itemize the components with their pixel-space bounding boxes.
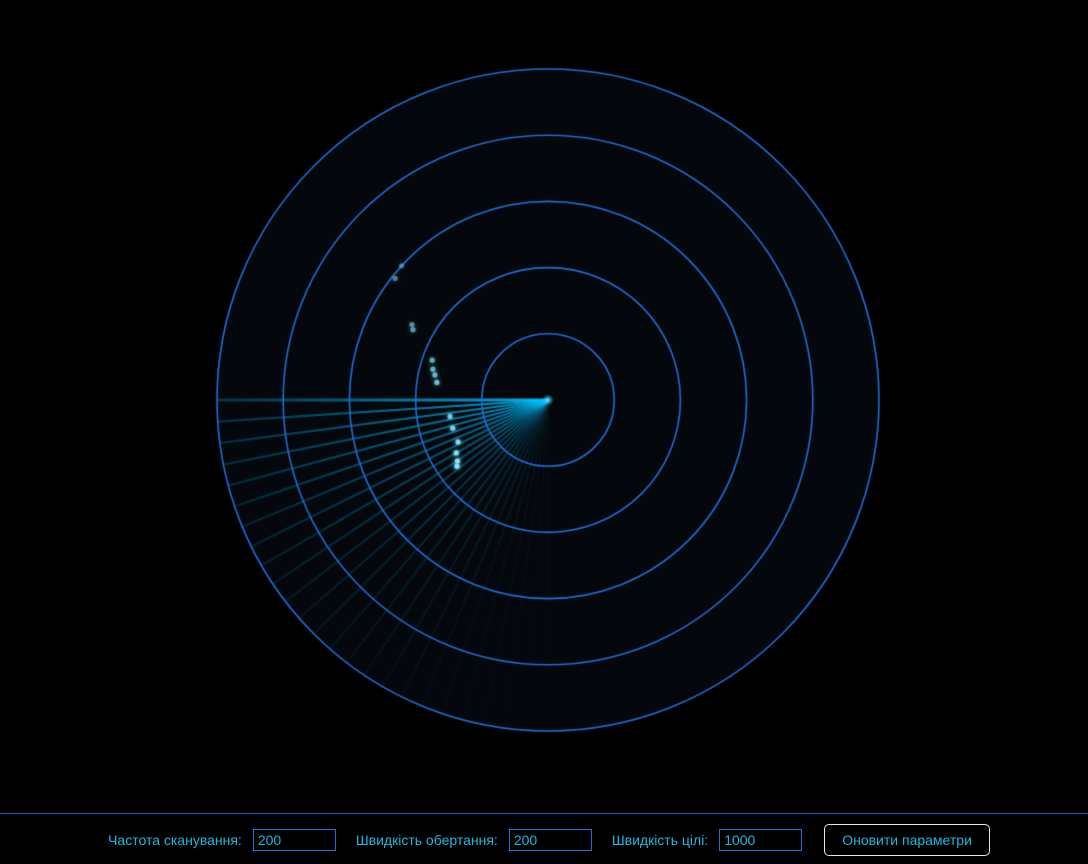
target-speed-group: Швидкість цілі: <box>611 829 803 851</box>
scan-rate-group: Частота сканування: <box>108 829 336 851</box>
controls-bar: Частота сканування: Швидкість обертання:… <box>0 813 1088 864</box>
rotation-speed-label: Швидкість обертання: <box>355 832 498 848</box>
rotation-speed-group: Швидкість обертання: <box>356 829 592 851</box>
rotation-speed-input[interactable] <box>508 829 592 851</box>
radar-display <box>0 0 1088 812</box>
target-speed-label: Швидкість цілі: <box>611 832 709 848</box>
update-parameters-button[interactable]: Оновити параметри <box>824 824 990 856</box>
scan-rate-input[interactable] <box>252 829 336 851</box>
scan-rate-label: Частота сканування: <box>108 832 242 848</box>
target-speed-input[interactable] <box>719 829 803 851</box>
